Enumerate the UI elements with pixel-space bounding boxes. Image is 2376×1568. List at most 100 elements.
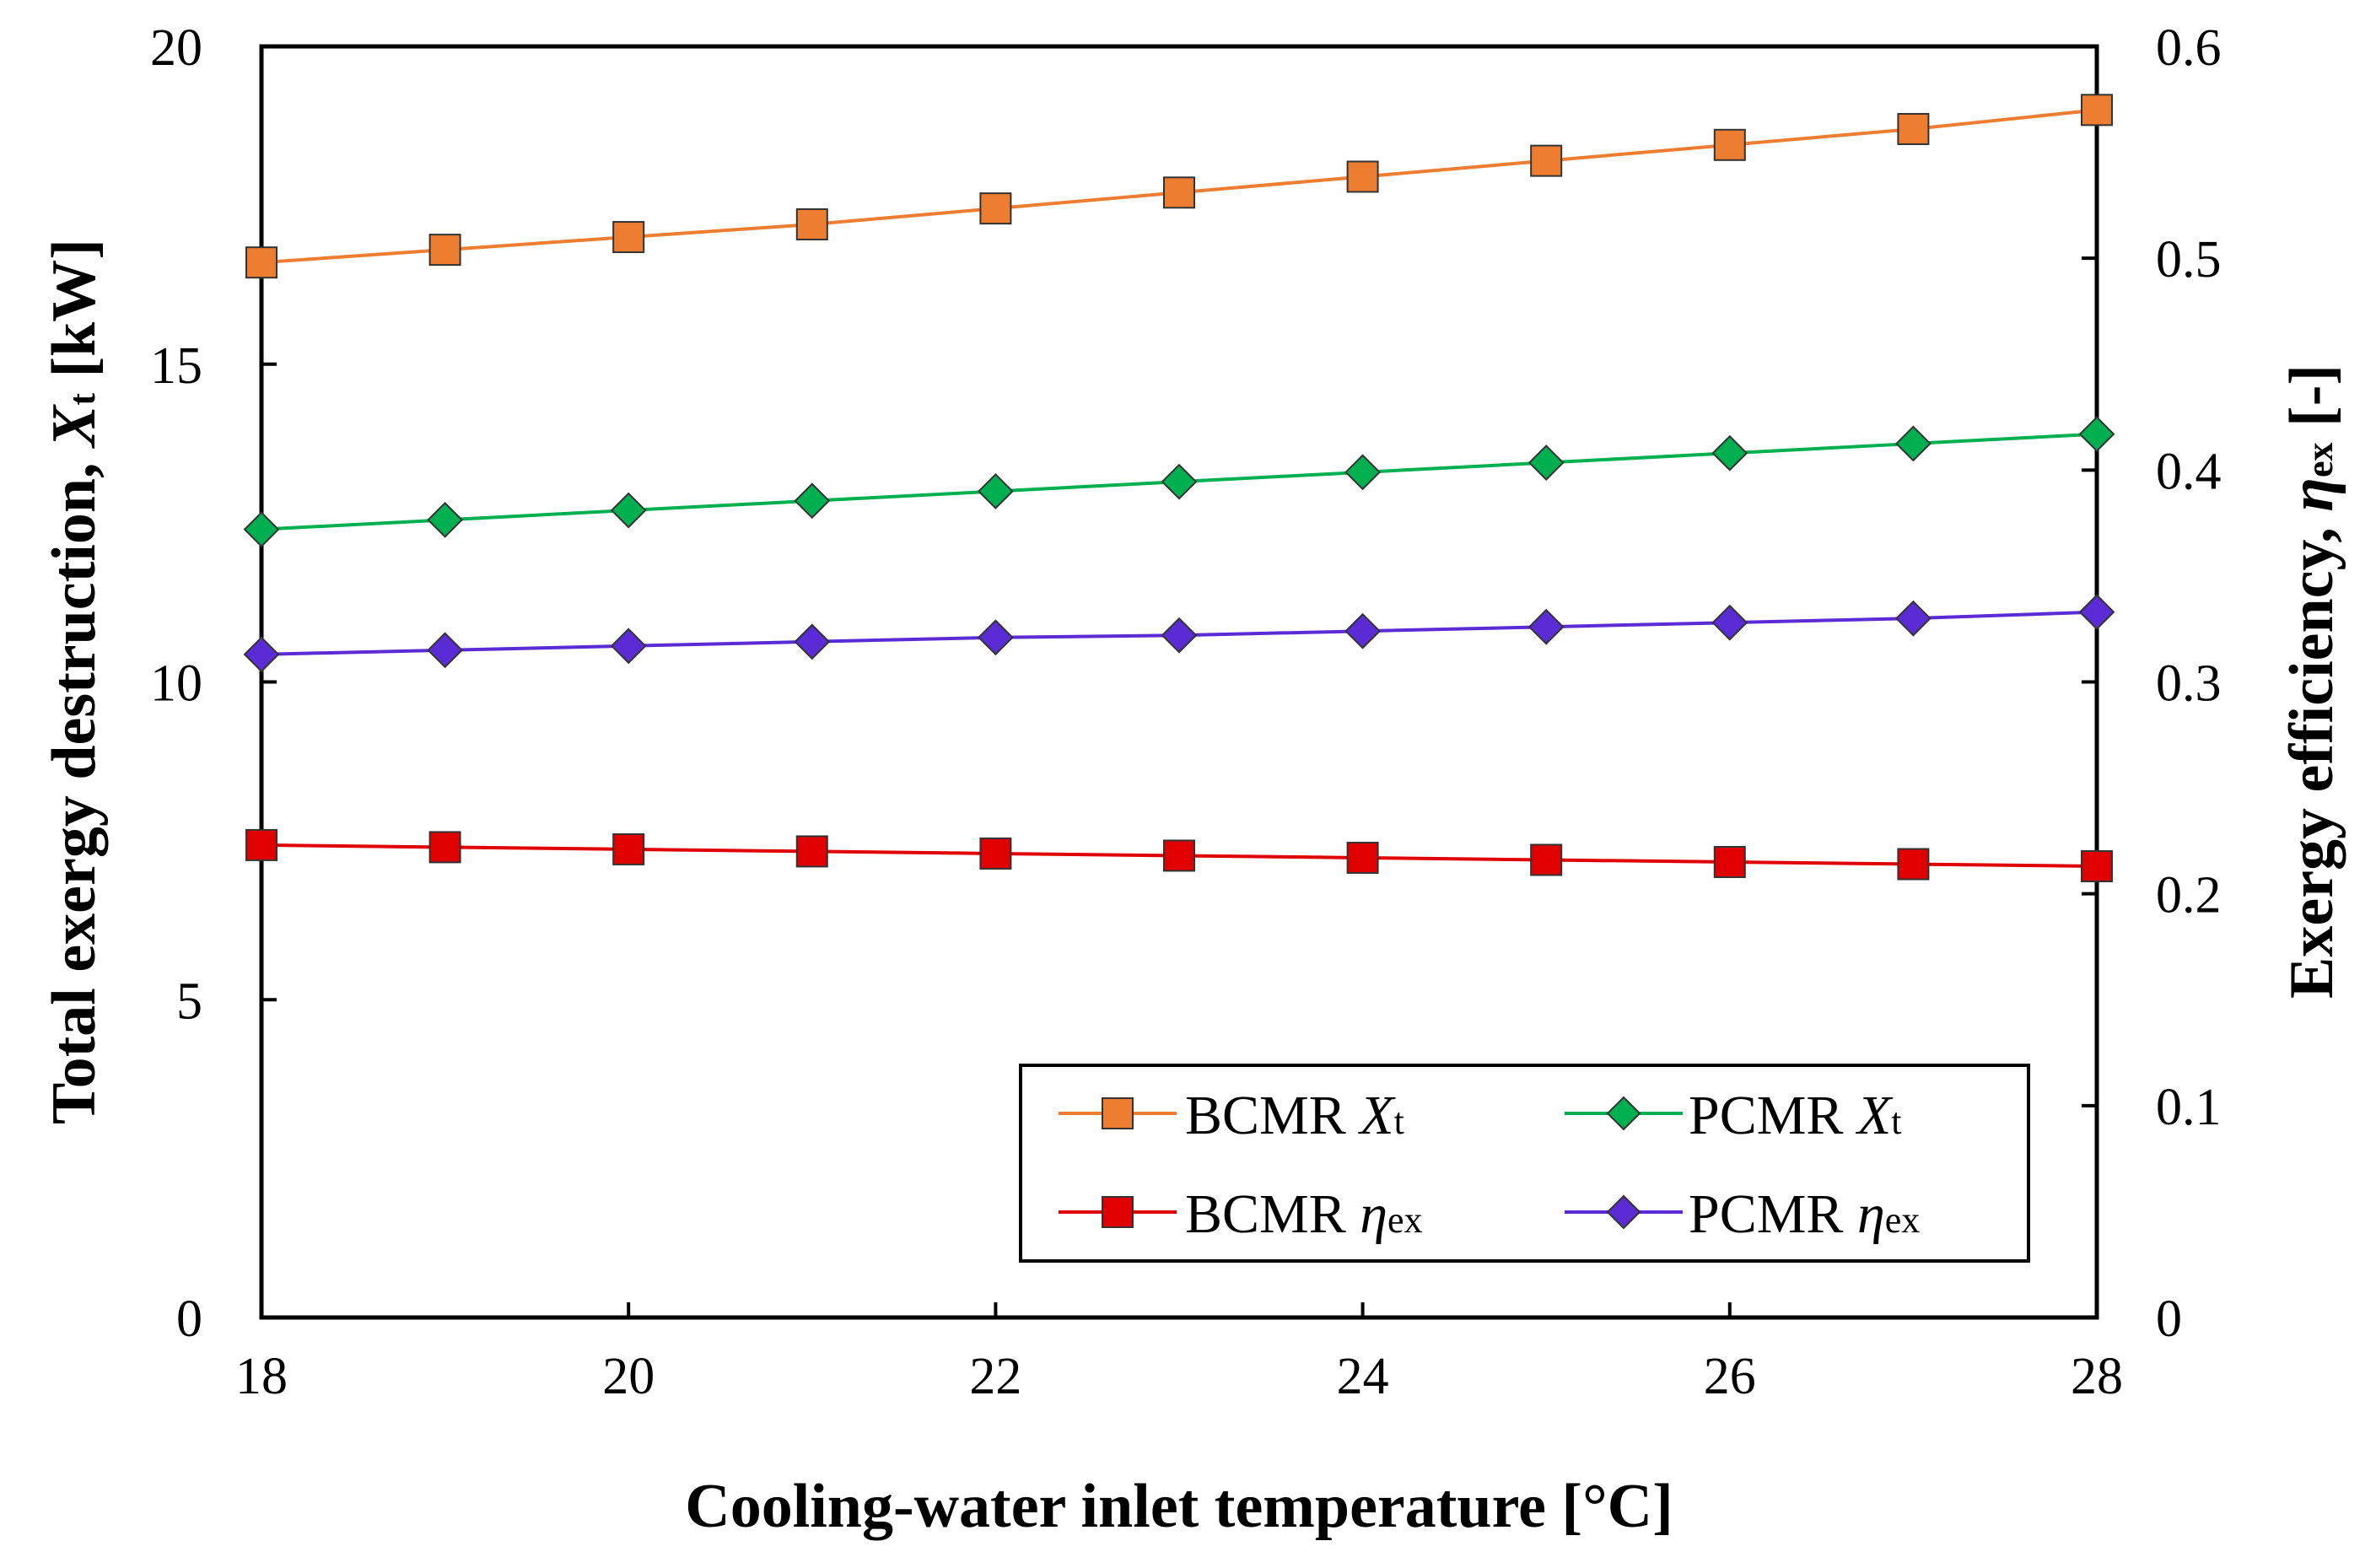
series-2-point-6	[1346, 841, 1379, 874]
series-3-point-2	[610, 628, 647, 665]
y-left-tick-label-1: 5	[176, 973, 202, 1030]
legend-marker-pcmr-eta	[1606, 1194, 1641, 1230]
y-left-title-main: Total exergy destruction,	[40, 447, 109, 1124]
x-axis-title: Cooling-water inlet temperature [°C]	[685, 1472, 1673, 1541]
series-3-point-3	[794, 623, 831, 660]
series-0-point-10	[2081, 94, 2113, 127]
series-1-point-8	[1711, 434, 1748, 471]
y-left-tick-label-4: 20	[150, 19, 202, 77]
legend-label-pcmr-xt-name: PCMR	[1689, 1085, 1857, 1146]
legend-label-bcmr-eta-symbol: η	[1360, 1183, 1387, 1245]
x-tick-label-3: 24	[1337, 1348, 1389, 1405]
x-tick-label-2: 22	[969, 1348, 1021, 1405]
legend-label-bcmr-eta: BCMR ηex	[1185, 1183, 1423, 1245]
series-2-point-0	[245, 828, 277, 861]
series-3-point-8	[1711, 604, 1748, 641]
series-2-point-1	[428, 831, 461, 864]
series-0-point-1	[428, 234, 461, 267]
ticks-layer: 18 20 22 24 26 28 0 5 10 15 20 0 0.1 0.2 0.3 0.4 0.5 0.6	[150, 19, 2222, 1405]
series-1-point-4	[977, 473, 1014, 509]
series-1-point-9	[1894, 425, 1932, 462]
legend-marker-pcmr-xt	[1606, 1096, 1641, 1131]
series-1-point-2	[610, 492, 647, 529]
x-tick-label-1: 20	[602, 1348, 655, 1405]
series-1-point-6	[1344, 454, 1382, 491]
y-right-title-main: Exergy efficiency,	[2277, 512, 2346, 999]
legend-label-pcmr-xt: PCMR Xt	[1689, 1085, 1902, 1146]
series-0-point-2	[612, 221, 645, 254]
x-tick-label-5: 28	[2071, 1348, 2123, 1405]
y-right-title-sub: ex	[2299, 442, 2341, 477]
legend-label-pcmr-eta: PCMR ηex	[1689, 1183, 1920, 1245]
series-0-point-0	[245, 246, 277, 279]
series-2-point-8	[1713, 845, 1746, 878]
series-3-point-5	[1161, 617, 1198, 654]
series-1-point-1	[427, 501, 464, 538]
series-0-point-7	[1530, 144, 1563, 177]
series-2-point-4	[979, 837, 1012, 870]
y-right-tick-label-6: 0.6	[2156, 19, 2222, 77]
legend-marker-bcmr-eta	[1102, 1196, 1134, 1228]
series-3-point-1	[427, 632, 464, 669]
legend-label-bcmr-xt: BCMR Xt	[1185, 1085, 1404, 1146]
y-left-tick-label-2: 10	[150, 655, 202, 713]
legend-label-pcmr-eta-sub: ex	[1885, 1199, 1921, 1241]
y-left-tick-label-0: 0	[176, 1291, 202, 1348]
y-left-axis-title: Total exergy destruction, Xt [kW]	[40, 239, 109, 1124]
series-2-point-5	[1163, 839, 1195, 872]
y-right-tick-label-5: 0.5	[2156, 231, 2222, 288]
legend-label-bcmr-eta-sub: ex	[1387, 1199, 1423, 1241]
legend-label-bcmr-eta-name: BCMR	[1185, 1183, 1360, 1245]
legend-label-bcmr-xt-symbol: X	[1357, 1085, 1396, 1146]
series-3-point-7	[1527, 608, 1565, 645]
y-right-axis-title: Exergy efficiency, ηex [-]	[2277, 364, 2346, 999]
legend-box	[1019, 1064, 2030, 1263]
series-0-point-6	[1346, 160, 1379, 193]
y-right-tick-label-2: 0.2	[2156, 867, 2222, 924]
series-2-point-7	[1530, 843, 1563, 876]
series-layer	[243, 94, 2115, 883]
series-2-point-3	[795, 835, 828, 868]
series-2-point-10	[2081, 850, 2113, 883]
series-3-point-6	[1344, 612, 1382, 649]
legend-entry-pcmr-eta: PCMR ηex	[1565, 1183, 1920, 1245]
x-tick-label-0: 18	[235, 1348, 288, 1405]
series-3-point-9	[1894, 600, 1932, 637]
y-right-tick-label-0: 0	[2156, 1291, 2182, 1348]
series-1-point-10	[2078, 416, 2115, 453]
legend-label-bcmr-xt-name: BCMR	[1185, 1085, 1360, 1146]
legend-entry-bcmr-eta: BCMR ηex	[1059, 1183, 1423, 1245]
legend-entry-bcmr-xt: BCMR Xt	[1059, 1085, 1404, 1146]
y-right-title-symbol: η	[2277, 477, 2346, 512]
legend: BCMR Xt PCMR Xt BCMR ηex PCMR ηex	[1019, 1064, 2030, 1263]
series-0-point-3	[795, 207, 828, 240]
series-0-point-8	[1713, 128, 1746, 161]
legend-label-pcmr-xt-symbol: X	[1855, 1085, 1894, 1146]
y-left-title-sub: t	[62, 393, 103, 406]
legend-marker-bcmr-xt	[1102, 1097, 1134, 1129]
y-left-tick-label-3: 15	[150, 337, 202, 395]
legend-entry-pcmr-xt: PCMR Xt	[1565, 1085, 1902, 1146]
series-3-point-10	[2078, 594, 2115, 631]
series-1-point-0	[243, 511, 280, 548]
series-0-point-9	[1897, 112, 1930, 145]
y-right-tick-label-4: 0.4	[2156, 443, 2222, 500]
series-2-point-9	[1897, 848, 1930, 881]
legend-label-pcmr-eta-name: PCMR	[1689, 1183, 1857, 1245]
series-2-point-2	[612, 832, 645, 865]
y-left-title-symbol: X	[40, 404, 109, 449]
series-1-point-7	[1527, 445, 1565, 481]
legend-label-pcmr-xt-sub: t	[1891, 1101, 1901, 1142]
y-left-title-unit: [kW]	[40, 239, 109, 393]
series-3-point-4	[977, 619, 1014, 656]
series-0-point-4	[979, 192, 1012, 225]
series-0-point-5	[1163, 176, 1195, 209]
x-tick-label-4: 26	[1704, 1348, 1756, 1405]
y-right-tick-label-1: 0.1	[2156, 1079, 2222, 1136]
legend-label-bcmr-xt-sub: t	[1394, 1101, 1404, 1142]
series-3-point-0	[243, 636, 280, 673]
y-right-title-unit: [-]	[2277, 364, 2346, 442]
series-1-point-5	[1161, 463, 1198, 500]
legend-label-pcmr-eta-symbol: η	[1857, 1183, 1885, 1245]
